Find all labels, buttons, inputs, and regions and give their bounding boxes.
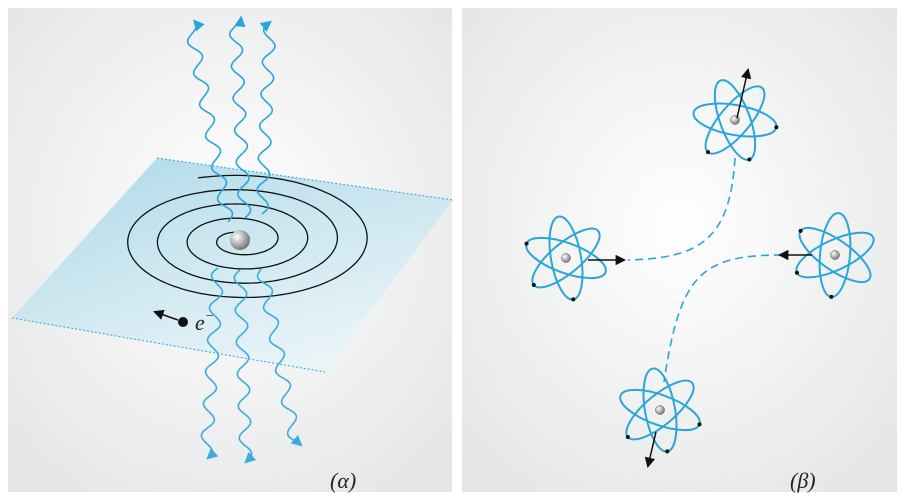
page: e− (α) (β) (() => { const data = JSON.pa… [0, 0, 905, 498]
figure: e− (α) (β) [0, 0, 905, 498]
atom-electron [747, 157, 751, 161]
nucleus [230, 230, 250, 250]
electron [178, 317, 188, 327]
atom-electron [795, 271, 799, 275]
atom-electron [697, 422, 701, 426]
atom-nucleus [831, 251, 840, 260]
electron-symbol: e [195, 310, 205, 335]
atom-electron [626, 435, 630, 439]
atom-nucleus [656, 406, 665, 415]
atom-electron [525, 242, 529, 246]
atom-electron [799, 229, 803, 233]
atom-electron [829, 295, 833, 299]
atom-nucleus [731, 116, 740, 125]
atom-electron [706, 150, 710, 154]
atom-electron [571, 297, 575, 301]
atom-electron [774, 125, 778, 129]
atom-electron [665, 449, 669, 453]
caption: (α) [330, 468, 356, 493]
atom-electron [532, 283, 536, 287]
atom-nucleus [562, 254, 571, 263]
electron-charge: − [205, 309, 214, 324]
caption: (β) [790, 468, 816, 493]
